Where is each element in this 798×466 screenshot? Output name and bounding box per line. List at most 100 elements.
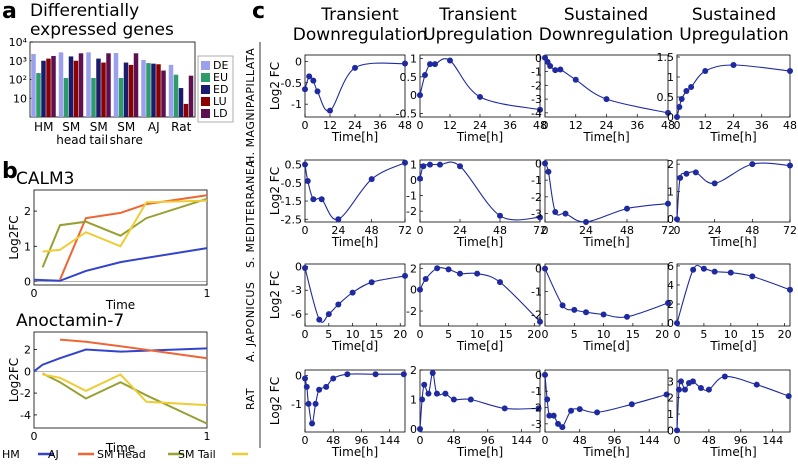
data-point xyxy=(429,369,436,376)
data-point xyxy=(749,161,756,168)
data-point xyxy=(555,420,562,427)
y-tick-label: -3 xyxy=(531,418,542,431)
y-tick-label: 0 xyxy=(667,424,674,437)
data-point xyxy=(537,318,543,325)
data-point xyxy=(312,400,319,407)
y-tick-label: 1.5 xyxy=(657,51,675,64)
y-tick-label: 1 xyxy=(667,71,674,84)
data-point xyxy=(681,386,688,393)
data-point xyxy=(305,400,312,407)
y-tick-label: -3 xyxy=(291,284,302,297)
bar xyxy=(31,53,36,117)
bar xyxy=(141,59,146,117)
bar xyxy=(118,78,124,117)
small-axes-frame xyxy=(304,54,406,118)
data-point xyxy=(445,266,452,273)
data-point xyxy=(330,375,337,382)
x-tick-label: 0 xyxy=(542,119,549,132)
data-point xyxy=(372,371,379,378)
x-tick-label: 0 xyxy=(417,328,424,341)
legend-swatch xyxy=(201,61,210,70)
x-tick-label: 10 xyxy=(597,328,611,341)
data-point xyxy=(344,371,351,378)
x-tick-label: 72 xyxy=(533,224,547,237)
data-point xyxy=(433,390,440,397)
bar xyxy=(46,58,51,117)
legend-swatch xyxy=(201,109,210,118)
x-tick-label: 36 xyxy=(373,119,387,132)
data-point xyxy=(721,373,728,380)
y-tick-label: -1 xyxy=(531,385,542,398)
data-point xyxy=(571,306,578,313)
x-tick-label: 24 xyxy=(453,224,467,237)
x-tick-label: 10 xyxy=(724,328,738,341)
x-tick-label: 5 xyxy=(571,328,578,341)
y-axis-label: Log2FC xyxy=(7,215,21,259)
data-point xyxy=(675,386,682,393)
y-tick-label: 10² xyxy=(9,74,27,87)
data-point xyxy=(624,205,630,212)
y-tick-label: -2.5 xyxy=(281,213,302,226)
small-axes-frame xyxy=(419,263,541,327)
data-point xyxy=(427,161,433,168)
data-point xyxy=(583,309,589,316)
data-point xyxy=(368,279,375,286)
small-axes-frame xyxy=(419,369,541,433)
small-axes-frame xyxy=(676,369,791,433)
y-tick-label: -2 xyxy=(531,191,542,204)
data-point xyxy=(674,216,680,223)
data-point xyxy=(417,286,423,293)
data-point xyxy=(419,396,426,403)
x-axis-label: Time[h] xyxy=(709,130,756,144)
line-axes-frame xyxy=(33,331,208,429)
y-tick-label: -0.5 xyxy=(281,177,302,190)
bar xyxy=(86,52,91,118)
row-label-rat: RAT xyxy=(244,388,257,410)
x-category-label: HM xyxy=(34,120,53,134)
series-line xyxy=(59,338,208,360)
bar xyxy=(183,103,189,117)
x-tick-label: 72 xyxy=(783,224,797,237)
bar xyxy=(73,60,79,117)
bar xyxy=(156,64,161,117)
bar xyxy=(168,64,174,117)
y-tick-label: -1.5 xyxy=(281,195,302,208)
y-tick-label: -3 xyxy=(531,93,542,106)
data-point xyxy=(316,386,323,393)
bar xyxy=(146,63,151,117)
x-tick-label: 144 xyxy=(762,434,783,447)
x-tick-label: 15 xyxy=(626,328,640,341)
x-axis-label: Time[h] xyxy=(456,445,503,459)
data-point xyxy=(677,174,684,181)
series-line xyxy=(304,373,404,425)
x-axis-label: Time[d] xyxy=(456,339,503,353)
data-point xyxy=(665,200,671,207)
legend-swatch xyxy=(201,85,210,94)
x-tick-label: 12 xyxy=(443,119,457,132)
data-point xyxy=(730,62,737,68)
x-tick-label: 36 xyxy=(755,119,769,132)
data-point xyxy=(787,162,793,169)
data-point xyxy=(432,61,438,68)
x-tick-label: 24 xyxy=(579,224,593,237)
data-point xyxy=(537,214,543,221)
chart-title: Anoctamin-7 xyxy=(16,311,124,331)
x-tick-label: 48 xyxy=(661,119,675,132)
x-category-label: share xyxy=(110,133,143,147)
x-axis-label: Time[h] xyxy=(582,130,629,144)
y-tick-label: 1 xyxy=(410,159,417,172)
x-tick-label: 5 xyxy=(325,328,332,341)
data-point xyxy=(474,270,481,277)
y-tick-label: 0 xyxy=(535,263,542,276)
y-tick-label: 0 xyxy=(295,370,302,383)
y-tick-label: -1 xyxy=(531,286,542,299)
y-tick-label: -1 xyxy=(531,66,542,79)
x-category-label: AJ xyxy=(148,120,160,134)
data-point xyxy=(688,84,695,90)
bar xyxy=(41,60,46,117)
series-line xyxy=(41,197,208,268)
series-line xyxy=(59,194,208,281)
x-tick-label: 48 xyxy=(702,434,716,447)
data-point xyxy=(624,313,630,320)
data-point xyxy=(711,180,718,187)
